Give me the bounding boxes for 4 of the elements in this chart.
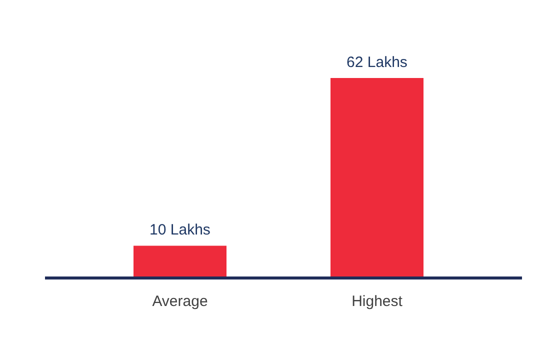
x-tick-label: Highest — [352, 293, 404, 310]
x-tick-label: Average — [152, 293, 208, 310]
data-label: 10 Lakhs — [150, 222, 210, 239]
data-label: 62 Lakhs — [346, 54, 408, 71]
